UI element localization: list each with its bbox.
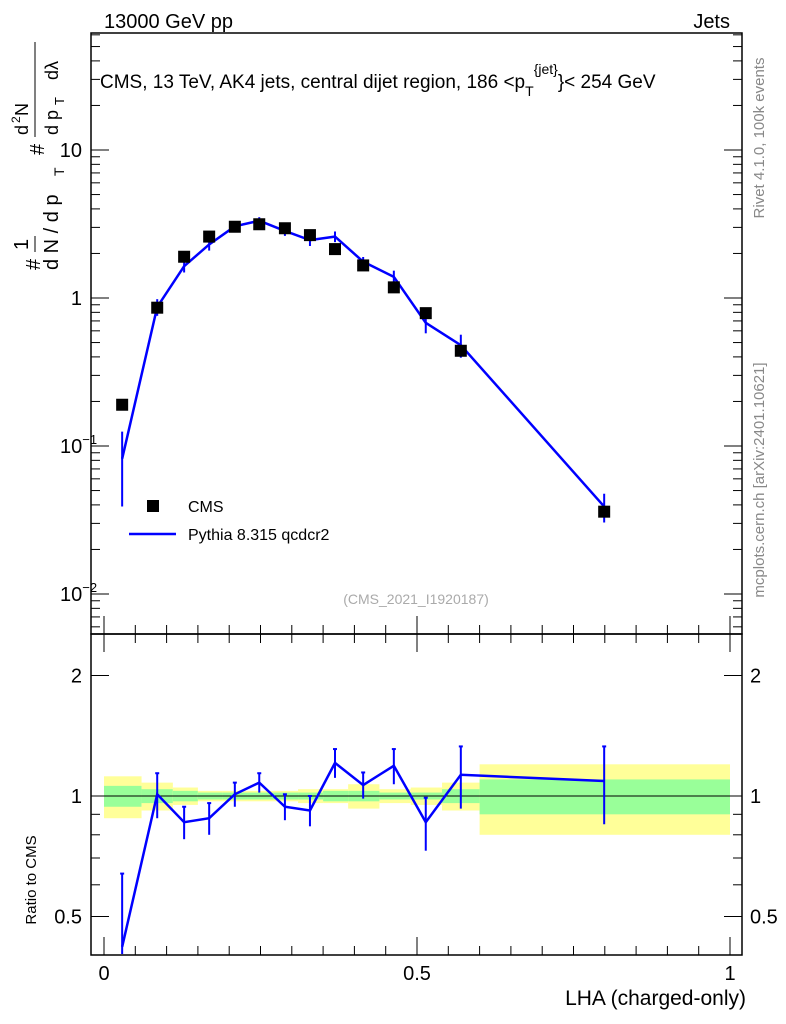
svg-text:dλ: dλ bbox=[42, 61, 62, 80]
ratio-tick-label-left: 2 bbox=[71, 666, 82, 688]
cms-data-point bbox=[178, 250, 191, 263]
ratio-tick-label-right: 1 bbox=[750, 786, 761, 808]
cms-data-point bbox=[598, 505, 611, 518]
cms-data-point bbox=[203, 230, 216, 243]
y-tick-label: 10 bbox=[60, 140, 82, 162]
cms-data-point bbox=[278, 222, 291, 235]
rivet-label: Rivet 4.1.0, 100k events bbox=[751, 58, 768, 219]
ratio-pythia-line bbox=[120, 760, 605, 948]
svg-text:N: N bbox=[12, 103, 32, 116]
cms-data-point bbox=[151, 301, 164, 314]
legend-pythia-label: Pythia 8.315 qcdcr2 bbox=[188, 527, 330, 544]
cms-data-point bbox=[228, 220, 241, 233]
plot-title: CMS, 13 TeV, AK4 jets, central dijet reg… bbox=[100, 61, 656, 99]
y-tick-label: 10−2 bbox=[60, 580, 97, 606]
legend: CMS Pythia 8.315 qcdcr2 bbox=[129, 499, 330, 544]
svg-text:d p: d p bbox=[42, 110, 62, 135]
cms-data-point bbox=[454, 344, 467, 357]
cms-data-point bbox=[328, 243, 341, 256]
svg-text:d: d bbox=[12, 125, 32, 135]
svg-text:2: 2 bbox=[9, 116, 23, 123]
cms-data-point bbox=[387, 281, 400, 294]
header-right: Jets bbox=[693, 11, 730, 33]
mcplots-label: mcplots.cern.ch [arXiv:2401.10621] bbox=[751, 362, 768, 597]
cms-data-point bbox=[116, 398, 129, 411]
svg-text:d N / d p: d N / d p bbox=[41, 194, 63, 270]
ratio-tick-label-right: 0.5 bbox=[750, 907, 778, 929]
svg-text:T: T bbox=[52, 97, 67, 105]
ratio-tick-label-left: 0.5 bbox=[54, 907, 82, 929]
legend-cms-marker bbox=[147, 500, 159, 512]
svg-text:#: # bbox=[23, 258, 45, 270]
ratio-tick-label-right: 2 bbox=[750, 666, 761, 688]
cms-data-point bbox=[253, 218, 266, 231]
svg-text:#: # bbox=[27, 143, 49, 155]
legend-cms-label: CMS bbox=[188, 499, 224, 516]
header-left: 13000 GeV pp bbox=[104, 11, 233, 33]
ratio-tick-label-left: 1 bbox=[71, 786, 82, 808]
cms-data-point bbox=[357, 259, 370, 272]
x-tick-label: 1 bbox=[724, 963, 735, 985]
x-tick-label: 0 bbox=[98, 963, 109, 985]
cms-data-point bbox=[303, 229, 316, 242]
x-axis-label: LHA (charged-only) bbox=[565, 987, 746, 1010]
x-tick-label: 0.5 bbox=[403, 963, 431, 985]
cms-data-point bbox=[419, 307, 432, 320]
svg-text:1: 1 bbox=[11, 239, 33, 250]
y-tick-label: 1 bbox=[71, 288, 82, 310]
analysis-watermark: (CMS_2021_I1920187) bbox=[343, 591, 489, 607]
y-tick-label: 10−1 bbox=[60, 432, 97, 458]
y-axis-label: # 1 d N / d p T # d 2 N d p T dλ bbox=[9, 42, 67, 270]
svg-text:T: T bbox=[51, 167, 67, 176]
ratio-y-label: Ratio to CMS bbox=[23, 835, 40, 924]
